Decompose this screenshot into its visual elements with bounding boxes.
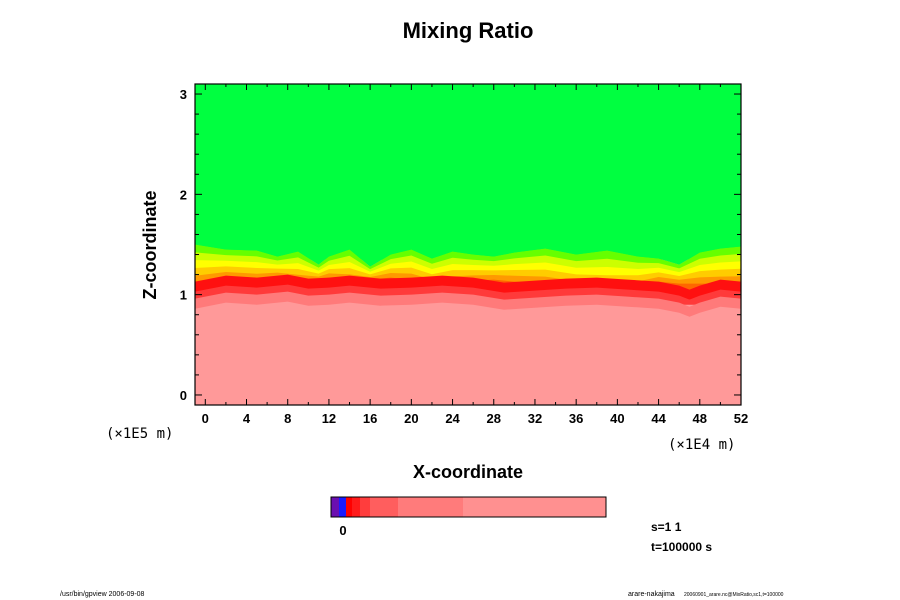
- x-tick-label-28: 28: [487, 411, 501, 426]
- x-tick-label-4: 4: [243, 411, 251, 426]
- x-tick-label-8: 8: [284, 411, 291, 426]
- colorbar-segment-2: [339, 497, 346, 517]
- x-tick-label-48: 48: [693, 411, 707, 426]
- x-tick-label-32: 32: [528, 411, 542, 426]
- y-axis-unit: (×1E5 m): [106, 426, 173, 442]
- footer-right-file: 20060901_arare.nc@MixRatio,sc1,t=100000: [684, 592, 784, 598]
- colorbar-segment-1: [331, 497, 339, 517]
- y-tick-label-0: 0: [180, 388, 187, 403]
- colorbar-segment-7: [398, 497, 463, 517]
- x-tick-label-20: 20: [404, 411, 418, 426]
- colorbar-tick-label: 0: [339, 523, 346, 538]
- footer-left: /usr/bin/gpview 2006-09-08: [60, 591, 145, 598]
- chart-title: Mixing Ratio: [403, 18, 534, 43]
- colorbar-frame: [330, 496, 607, 518]
- y-axis-ticks: 0 1 2 3: [180, 87, 741, 403]
- x-tick-label-36: 36: [569, 411, 583, 426]
- upper-region-boundary: [195, 84, 741, 267]
- y-tick-label-1: 1: [180, 288, 187, 303]
- colorbar-segment-3: [346, 497, 352, 517]
- colorbar-segment-4: [352, 497, 360, 517]
- x-axis-ticks: 0 4 8 12 16 20 24 28 32 36 40 44 48 52: [202, 84, 748, 426]
- y-tick-label-3: 3: [180, 87, 187, 102]
- x-tick-label-12: 12: [322, 411, 336, 426]
- colorbar: [330, 496, 607, 518]
- x-axis-unit: (×1E4 m): [668, 437, 735, 453]
- time-info: t=100000 s: [651, 540, 712, 554]
- x-tick-label-52: 52: [734, 411, 748, 426]
- lower-uniform-band: [195, 301, 741, 405]
- y-axis-title: Z-coordinate: [140, 190, 160, 299]
- s-info: s=1 1: [651, 520, 682, 534]
- colorbar-segment-6: [370, 497, 398, 517]
- y-tick-label-2: 2: [180, 187, 187, 202]
- x-tick-label-40: 40: [610, 411, 624, 426]
- colorbar-segment-8: [463, 497, 606, 517]
- x-tick-label-44: 44: [651, 411, 666, 426]
- plot-frame: [194, 83, 742, 406]
- colorbar-segment-5: [360, 497, 370, 517]
- footer-right-name: arare-nakajima: [628, 591, 675, 598]
- x-tick-label-24: 24: [445, 411, 460, 426]
- x-tick-label-16: 16: [363, 411, 377, 426]
- x-axis-title: X-coordinate: [413, 462, 523, 482]
- x-tick-label-0: 0: [202, 411, 209, 426]
- contour-field: [195, 84, 741, 405]
